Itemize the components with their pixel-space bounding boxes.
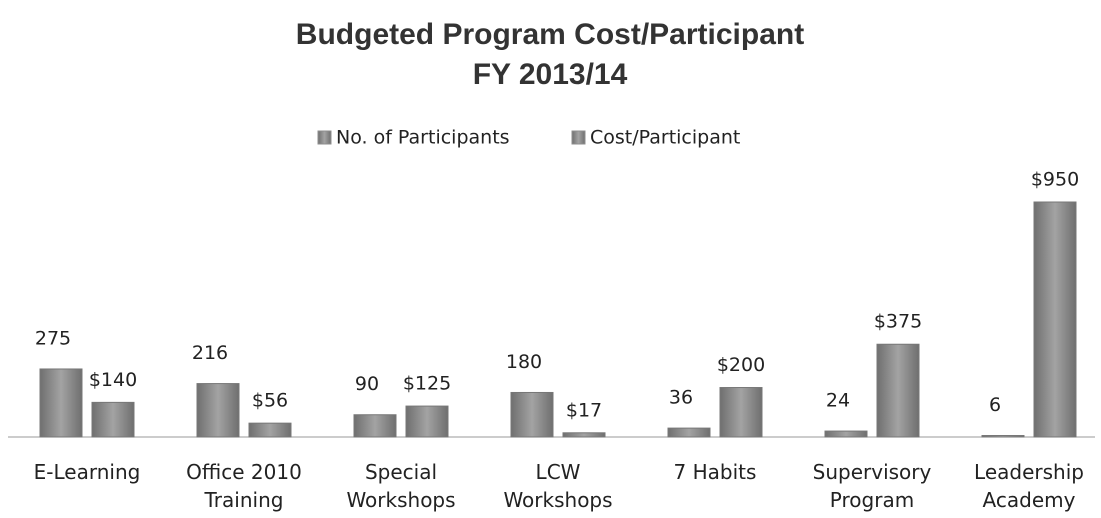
bar <box>1033 201 1077 438</box>
bar <box>91 401 135 438</box>
x-tick-label: Office 2010 Training <box>186 460 302 512</box>
legend-swatch <box>317 130 332 145</box>
data-label: 180 <box>506 351 542 373</box>
data-label: 36 <box>669 387 693 409</box>
data-label: $200 <box>717 354 765 376</box>
bar <box>39 368 83 438</box>
bar <box>405 405 449 438</box>
bar <box>719 387 763 438</box>
legend-label: Cost/Participant <box>590 127 740 149</box>
bar <box>248 422 292 438</box>
data-label: 90 <box>355 373 379 395</box>
bar <box>824 430 868 438</box>
bar <box>562 432 606 438</box>
data-label: 216 <box>192 342 228 364</box>
x-tick-label: LCW Workshops <box>503 460 613 512</box>
data-label: $140 <box>89 369 137 391</box>
data-label: $17 <box>566 399 602 421</box>
x-tick-label: 7 Habits <box>673 460 757 484</box>
bar <box>667 427 711 438</box>
data-label: $950 <box>1031 169 1079 191</box>
data-label: $375 <box>874 311 922 333</box>
x-tick-label: Special Workshops <box>346 460 456 512</box>
data-label: 6 <box>989 394 1001 416</box>
bar <box>981 435 1025 438</box>
chart-title: Budgeted Program Cost/Participant <box>296 18 804 51</box>
bar <box>353 414 397 438</box>
x-tick-label: Supervisory Program <box>812 460 932 512</box>
x-tick-label: E-Learning <box>33 460 141 484</box>
x-tick-label: Leadership Academy <box>974 460 1084 512</box>
legend-label: No. of Participants <box>336 127 510 149</box>
data-label: $56 <box>252 390 288 412</box>
legend-swatch <box>571 130 586 145</box>
data-label: 275 <box>35 327 71 349</box>
data-label: 24 <box>826 390 850 412</box>
chart-subtitle: FY 2013/14 <box>473 58 628 91</box>
bar <box>196 383 240 438</box>
bar <box>876 343 920 438</box>
bar <box>510 391 554 438</box>
data-label: $125 <box>403 373 451 395</box>
